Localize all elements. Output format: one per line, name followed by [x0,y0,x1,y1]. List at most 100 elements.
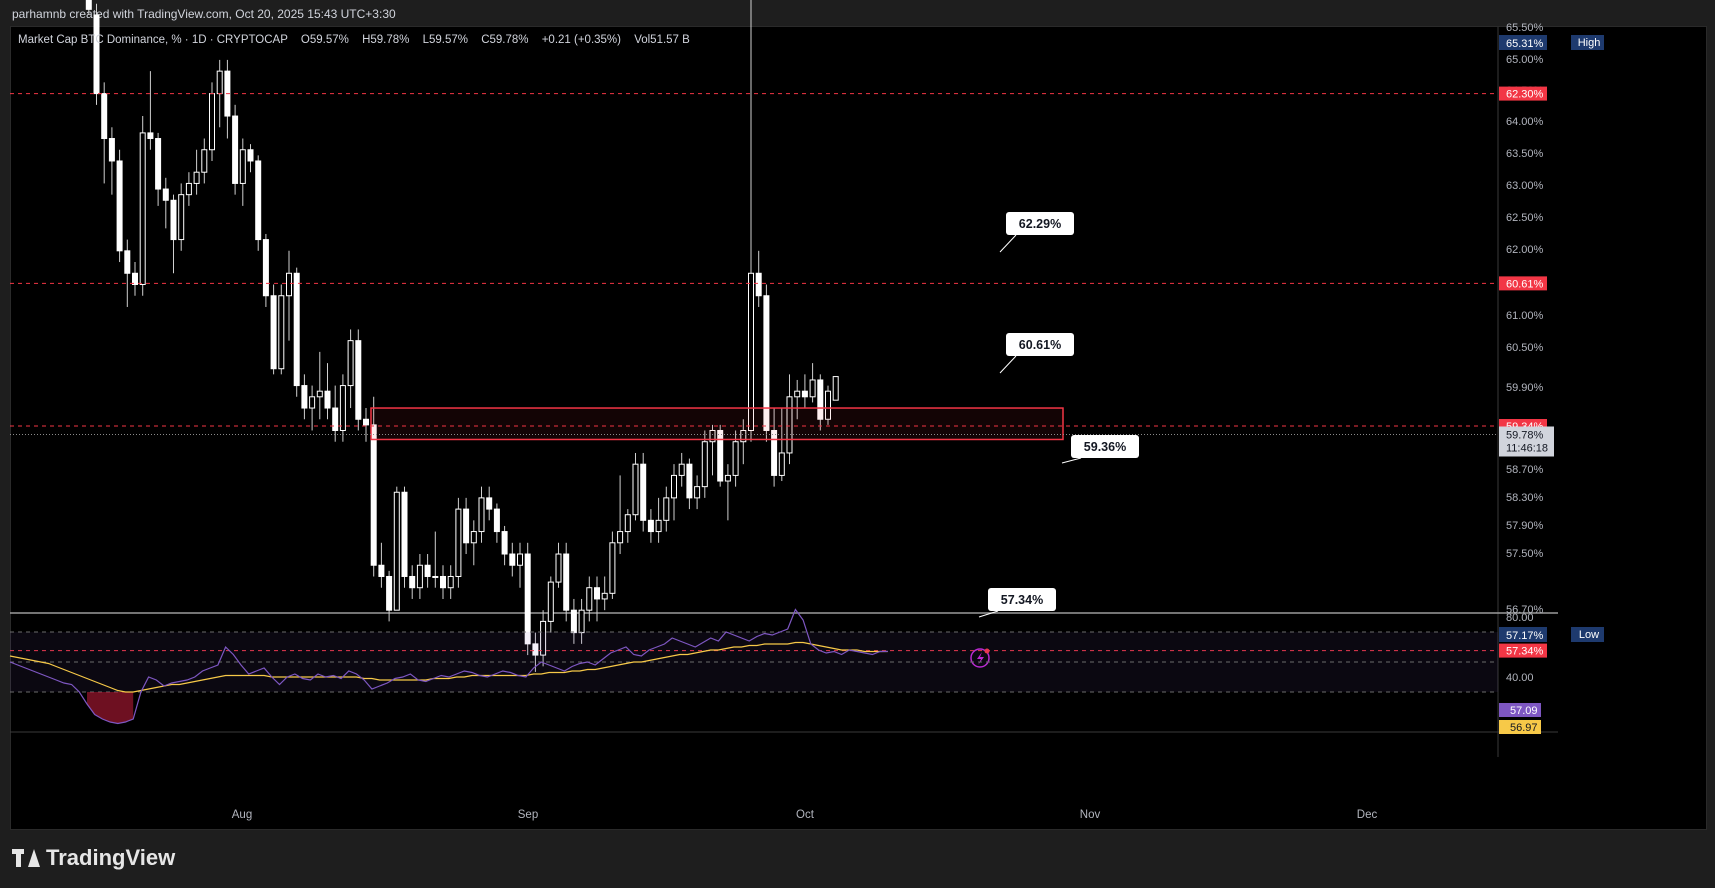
price-tick-label: 56.70% [1506,604,1544,616]
candle-body [232,115,239,184]
candle-body [586,587,593,611]
candle-body [578,609,585,634]
brand-name: TradingView [46,845,176,870]
candle-body [455,508,462,577]
ohlc-change: +0.21 (+0.35%) [541,34,621,46]
candle-body [517,553,523,566]
callout-pointer [999,234,1017,253]
candle-body [601,592,608,600]
rsi-tick-label: 40.00 [1506,672,1534,684]
candle-body [185,182,192,196]
chart-frame[interactable] [10,26,1707,830]
candle-body [509,553,516,566]
rsi-tick-label: 80.00 [1506,612,1534,624]
candle-body [532,643,539,656]
candle-body [85,0,92,10]
candle-body [424,564,431,577]
candle-body [409,575,416,589]
time-tick-label: Nov [1080,809,1101,821]
candle-body [478,497,485,533]
level-callout-label: 57.34% [1001,593,1043,607]
candle-body [393,491,400,611]
candle-body [239,149,246,184]
level-price-tag-text: 62.30% [1506,89,1544,101]
rsi-ma-last-value: 56.97 [1510,722,1538,734]
candle-body [116,160,123,252]
candle-body [101,93,108,140]
level-price-tag [1499,86,1547,101]
price-tick-label: 60.50% [1506,342,1544,354]
low-value-tag [1499,627,1547,642]
candle-body [694,486,701,499]
rsi-last-value: 57.09 [1510,705,1538,717]
level-price-tag-text: 60.61% [1506,278,1544,290]
candle-body [293,272,300,387]
candle-body [594,587,600,600]
level-callout-label: 59.36% [1084,440,1126,454]
tradingview-logo[interactable]: TradingView [12,845,175,871]
symbol-title[interactable]: Market Cap BTC Dominance, % · 1D · CRYPT… [18,34,288,46]
candle-body [555,553,562,583]
candle-body [609,542,616,594]
level-callout-label: 62.29% [1019,217,1061,231]
candle-body [647,519,654,533]
candle-body [216,70,223,95]
low-value: 57.17% [1506,630,1544,642]
rsi-line [9,608,888,725]
candle-body [132,272,138,286]
candle-body [108,138,115,162]
candle-body [663,497,670,521]
rsi-last-tag [1499,703,1541,717]
candle-body [655,519,662,533]
candle-body [801,390,808,398]
candle-body [155,138,162,190]
candle-body [701,441,708,488]
candle-body [347,340,354,387]
rsi-ma-last-tag [1499,720,1541,734]
chart-credit: parhamnb created with TradingView.com, O… [12,7,396,21]
alert-bolt-icon [977,652,984,665]
rsi-oversold-fill [87,692,134,724]
candle-body [440,575,446,589]
candle-body [386,575,393,611]
candle-body [286,272,292,297]
candle-body [316,390,323,398]
candle-body [139,132,146,286]
candle-body [432,575,439,578]
price-tick-label: 62.50% [1506,212,1544,224]
price-tick-label: 64.00% [1506,116,1544,128]
price-tick-label: 65.00% [1506,54,1544,66]
level-price-tag [1499,643,1547,658]
candle-body [563,553,570,611]
last-price-tag [1499,426,1554,457]
level-callout-box [1071,435,1139,458]
candle-body [617,531,624,544]
candle-body [170,199,177,241]
candle-body [193,171,200,184]
callout-pointer [978,610,999,618]
candle-body [709,429,716,443]
candle-body [332,407,339,431]
candle-body [201,149,208,173]
candle-body [786,396,793,454]
candle-body [401,491,408,577]
low-label-box [1571,627,1604,642]
candle-body [447,575,454,589]
price-tick-label: 62.00% [1506,244,1544,256]
candle-body [547,581,554,622]
ohlc-close: C59.78% [481,34,529,46]
price-tick-label: 57.50% [1506,548,1544,560]
time-tick-label: Sep [518,809,538,821]
candle-body [309,396,316,409]
high-value-tag [1499,35,1547,50]
candle-body [247,149,254,162]
candle-body [370,424,377,566]
ohlc-high: H59.78% [362,34,410,46]
candle-body [93,14,100,95]
candle-body [632,463,639,516]
candle-body [740,429,747,443]
candle-body [339,385,346,431]
level-price-tag-text: 57.34% [1506,646,1544,658]
candle-body [832,376,839,401]
